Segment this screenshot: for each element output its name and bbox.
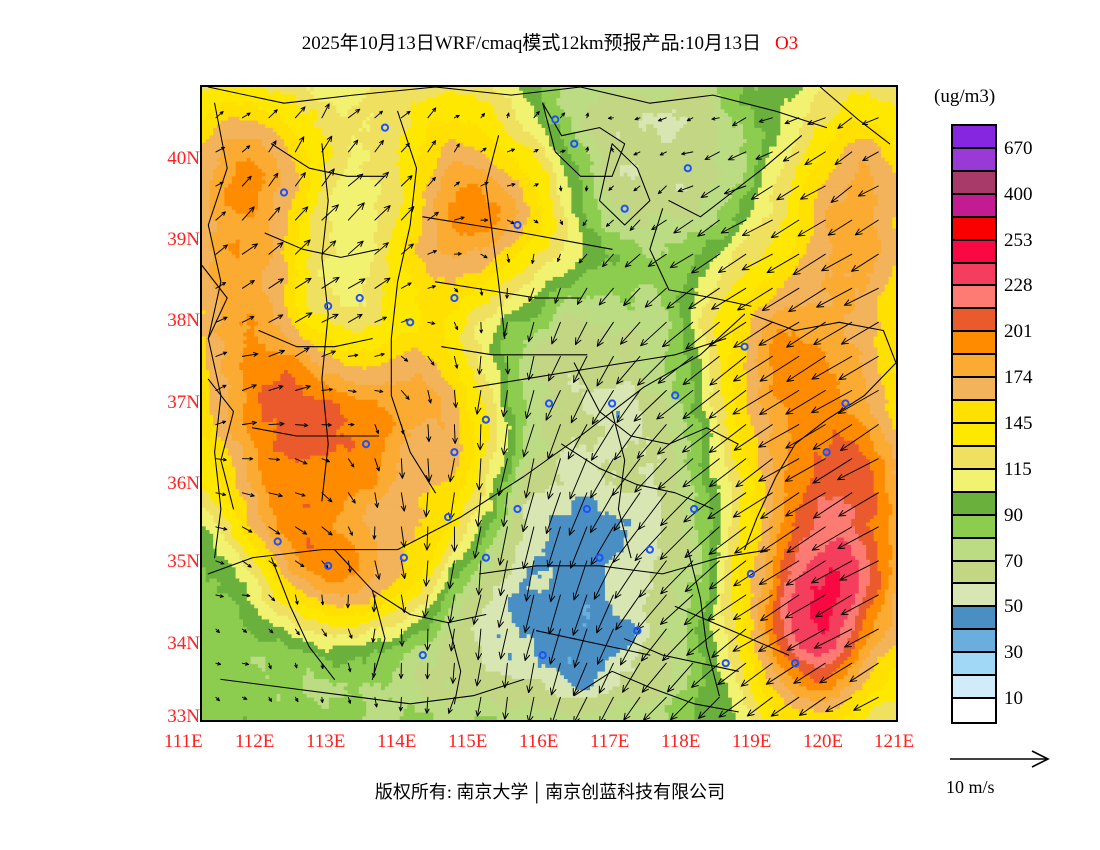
colorbar-tick-90: 90 xyxy=(1004,505,1023,527)
colorbar-tick-253: 253 xyxy=(1004,230,1033,252)
colorbar-tick-30: 30 xyxy=(1004,642,1023,664)
colorbar-band-14[interactable] xyxy=(953,447,995,470)
y-axis-label-36n: 36N xyxy=(130,473,200,495)
colorbar-tick-70: 70 xyxy=(1004,551,1023,573)
colorbar-tick-201: 201 xyxy=(1004,321,1033,343)
y-axis-label-39n: 39N xyxy=(130,229,200,251)
colorbar-tick-228: 228 xyxy=(1004,275,1033,297)
colorbar-band-19[interactable] xyxy=(953,562,995,585)
colorbar-band-4[interactable] xyxy=(953,218,995,241)
colorbar-band-5[interactable] xyxy=(953,241,995,264)
page-title: 2025年10月13日WRF/cmaq模式12km预报产品:10月13日 O3 xyxy=(0,28,1100,55)
x-axis-label-117e: 117E xyxy=(590,731,629,753)
colorbar-tick-115: 115 xyxy=(1004,459,1032,481)
colorbar-band-22[interactable] xyxy=(953,630,995,653)
x-axis-label-118e: 118E xyxy=(661,731,700,753)
colorbar-tick-10: 10 xyxy=(1004,688,1023,710)
colorbar-band-21[interactable] xyxy=(953,607,995,630)
footer-university: 版权所有: 南京大学 xyxy=(375,782,529,802)
ozone-contour-fill xyxy=(202,87,896,720)
colorbar-band-20[interactable] xyxy=(953,584,995,607)
map-plot-area[interactable] xyxy=(200,85,898,722)
colorbar-band-0[interactable] xyxy=(953,126,995,149)
x-axis-label-119e: 119E xyxy=(732,731,771,753)
title-text: 2025年10月13日WRF/cmaq模式12km预报产品:10月13日 xyxy=(302,33,761,54)
colorbar-band-2[interactable] xyxy=(953,172,995,195)
y-axis-label-37n: 37N xyxy=(130,392,200,414)
wind-arrow-icon xyxy=(946,748,1066,770)
x-axis-label-112e: 112E xyxy=(235,731,274,753)
x-axis-label-113e: 113E xyxy=(306,731,345,753)
colorbar-band-16[interactable] xyxy=(953,493,995,516)
map-canvas xyxy=(202,87,896,720)
colorbar-band-7[interactable] xyxy=(953,286,995,309)
ozone-concentration-map[interactable] xyxy=(200,85,898,722)
species-label: O3 xyxy=(775,33,798,54)
colorbar-tick-50: 50 xyxy=(1004,596,1023,618)
y-axis-label-35n: 35N xyxy=(130,551,200,573)
colorbar-units-label: (ug/m3) xyxy=(934,86,995,108)
x-axis-label-121e: 121E xyxy=(874,731,914,753)
colorbar-band-12[interactable] xyxy=(953,401,995,424)
colorbar-tick-400: 400 xyxy=(1004,184,1033,206)
colorbar-band-1[interactable] xyxy=(953,149,995,172)
x-axis-label-111e: 111E xyxy=(164,731,203,753)
colorbar-band-8[interactable] xyxy=(953,309,995,332)
colorbar-band-23[interactable] xyxy=(953,653,995,676)
x-axis-label-116e: 116E xyxy=(519,731,558,753)
colorbar-tick-670: 670 xyxy=(1004,138,1033,160)
x-axis-label-115e: 115E xyxy=(448,731,487,753)
colorbar-tick-174: 174 xyxy=(1004,367,1033,389)
footer-separator: │ xyxy=(530,782,543,802)
colorbar-band-25[interactable] xyxy=(953,699,995,722)
footer-copyright: 版权所有: 南京大学 │ 南京创蓝科技有限公司 xyxy=(0,778,1100,804)
colorbar-band-11[interactable] xyxy=(953,378,995,401)
y-axis-label-33n: 33N xyxy=(130,706,200,728)
colorbar-band-9[interactable] xyxy=(953,332,995,355)
y-axis-label-38n: 38N xyxy=(130,310,200,332)
colorbar-band-3[interactable] xyxy=(953,195,995,218)
y-axis-label-40n: 40N xyxy=(130,148,200,170)
y-axis-label-34n: 34N xyxy=(130,633,200,655)
colorbar-band-10[interactable] xyxy=(953,355,995,378)
colorbar-band-6[interactable] xyxy=(953,264,995,287)
x-axis-label-114e: 114E xyxy=(377,731,416,753)
x-axis-label-120e: 120E xyxy=(803,731,843,753)
colorbar-tick-145: 145 xyxy=(1004,413,1033,435)
footer-company: 南京创蓝科技有限公司 xyxy=(545,782,725,802)
colorbar[interactable] xyxy=(951,124,997,724)
colorbar-band-15[interactable] xyxy=(953,470,995,493)
colorbar-band-17[interactable] xyxy=(953,516,995,539)
colorbar-band-13[interactable] xyxy=(953,424,995,447)
colorbar-band-18[interactable] xyxy=(953,539,995,562)
colorbar-band-24[interactable] xyxy=(953,676,995,699)
